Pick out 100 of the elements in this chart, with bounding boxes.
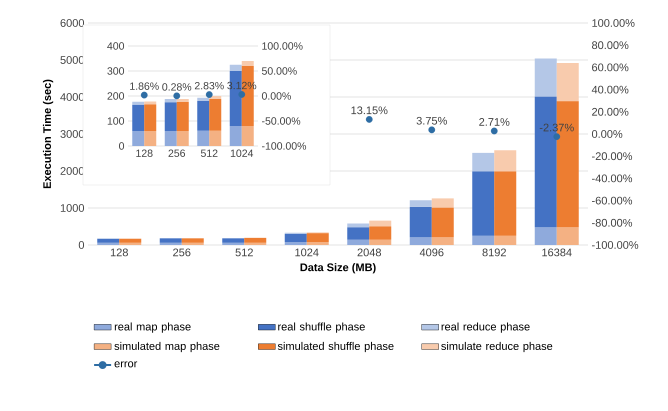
bar bbox=[306, 242, 329, 245]
y2-tick-label: 100.00% bbox=[592, 19, 635, 27]
x-tick-label: 4096 bbox=[420, 248, 444, 256]
y-tick-label: 200 bbox=[107, 92, 124, 100]
bar bbox=[410, 206, 432, 238]
legend-label: real shuffle phase bbox=[278, 322, 365, 333]
y2-tick-label: 60.00% bbox=[592, 63, 628, 72]
point bbox=[366, 116, 373, 123]
bar bbox=[369, 220, 392, 226]
data-label: 13.15% bbox=[351, 106, 388, 114]
y2-tick-label: 40.00% bbox=[592, 86, 628, 94]
y2-tick-label: -40.00% bbox=[592, 174, 632, 182]
y-tick-label: 0 bbox=[119, 142, 124, 150]
y2-tick-label: 80.00% bbox=[592, 41, 628, 50]
y2-tick-label: 0.00% bbox=[592, 130, 622, 138]
data-label: 0.28% bbox=[162, 83, 192, 91]
bar bbox=[164, 98, 177, 102]
bar bbox=[97, 238, 120, 243]
y2-tick-label: -50.00% bbox=[262, 117, 300, 125]
data-label: 1.86% bbox=[130, 82, 159, 90]
bar bbox=[494, 150, 516, 172]
bar bbox=[556, 62, 579, 102]
bar bbox=[347, 239, 370, 245]
bar bbox=[472, 236, 494, 245]
bar bbox=[347, 224, 370, 228]
bar bbox=[494, 236, 516, 245]
bar bbox=[432, 208, 454, 238]
bar bbox=[369, 226, 392, 240]
y-axis-title: Execution Time (sec) bbox=[42, 80, 54, 188]
y-tick-label: 0 bbox=[78, 241, 84, 249]
x-tick-label: 256 bbox=[173, 248, 190, 256]
bar bbox=[182, 238, 204, 243]
bar bbox=[472, 152, 494, 172]
bar bbox=[230, 64, 242, 71]
bar bbox=[432, 198, 454, 208]
bar bbox=[534, 227, 557, 245]
bar bbox=[209, 98, 222, 130]
point bbox=[490, 128, 498, 134]
bar bbox=[410, 200, 432, 207]
y2-tick-label: -80.00% bbox=[592, 218, 632, 227]
y-tick-label: 1000 bbox=[60, 204, 84, 212]
bar bbox=[556, 227, 579, 245]
bar bbox=[209, 130, 222, 146]
legend-label: simulated map phase bbox=[114, 342, 220, 352]
bar bbox=[306, 233, 329, 242]
bar bbox=[534, 58, 557, 97]
bar bbox=[244, 238, 266, 243]
bar bbox=[144, 101, 156, 104]
y2-tick-label: -20.00% bbox=[592, 152, 632, 160]
data-label: 3.75% bbox=[416, 116, 447, 125]
y2-tick-label: -100.00% bbox=[592, 241, 638, 249]
bar bbox=[160, 238, 182, 243]
bar bbox=[176, 102, 189, 131]
x-tick-label: 512 bbox=[200, 150, 218, 157]
y2-tick-label: 20.00% bbox=[592, 108, 628, 116]
y-tick-label: 100 bbox=[108, 117, 124, 125]
y-tick-label: 300 bbox=[107, 67, 124, 75]
bar bbox=[494, 171, 516, 236]
bar bbox=[284, 234, 307, 242]
y-tick-label: 400 bbox=[107, 42, 124, 50]
point bbox=[553, 133, 560, 140]
data-label: 2.83% bbox=[194, 82, 224, 90]
y2-tick-label: 100.00% bbox=[262, 42, 303, 50]
bar bbox=[472, 171, 494, 236]
bar bbox=[410, 237, 432, 245]
bar bbox=[176, 130, 189, 146]
bar bbox=[132, 130, 144, 146]
bar bbox=[164, 102, 177, 131]
y2-tick-label: -100.00% bbox=[262, 142, 306, 150]
x-tick-label: 1024 bbox=[295, 248, 319, 256]
y2-tick-label: -60.00% bbox=[592, 196, 632, 204]
bar bbox=[369, 239, 392, 245]
bar bbox=[144, 104, 156, 131]
bar bbox=[222, 238, 244, 243]
bar bbox=[132, 102, 144, 105]
legend-label: error bbox=[114, 361, 138, 368]
bar bbox=[144, 130, 156, 146]
x-tick-label: 512 bbox=[236, 248, 253, 256]
bar bbox=[132, 104, 144, 131]
bar bbox=[164, 130, 177, 146]
y2-tick-label: 0.00% bbox=[262, 92, 291, 100]
x-axis-title: Data Size (MB) bbox=[300, 263, 376, 274]
bar bbox=[242, 61, 254, 66]
legend-label: simulated shuffle phase bbox=[278, 342, 394, 352]
x-tick-label: 8192 bbox=[482, 248, 506, 256]
bar bbox=[230, 126, 242, 146]
point bbox=[428, 126, 436, 134]
data-label: -2.37% bbox=[540, 124, 574, 132]
x-tick-label: 128 bbox=[110, 248, 128, 256]
x-tick-label: 16384 bbox=[542, 248, 572, 256]
legend-label: real reduce phase bbox=[442, 322, 530, 333]
x-tick-label: 128 bbox=[136, 150, 153, 157]
bar bbox=[432, 237, 454, 245]
bar bbox=[176, 98, 189, 102]
legend-label: simulate reduce phase bbox=[441, 342, 552, 352]
data-label: 2.71% bbox=[479, 118, 510, 126]
bar bbox=[197, 98, 210, 101]
bar bbox=[284, 242, 307, 245]
y-tick-label: 6000 bbox=[60, 19, 84, 27]
x-tick-label: 256 bbox=[168, 150, 186, 157]
